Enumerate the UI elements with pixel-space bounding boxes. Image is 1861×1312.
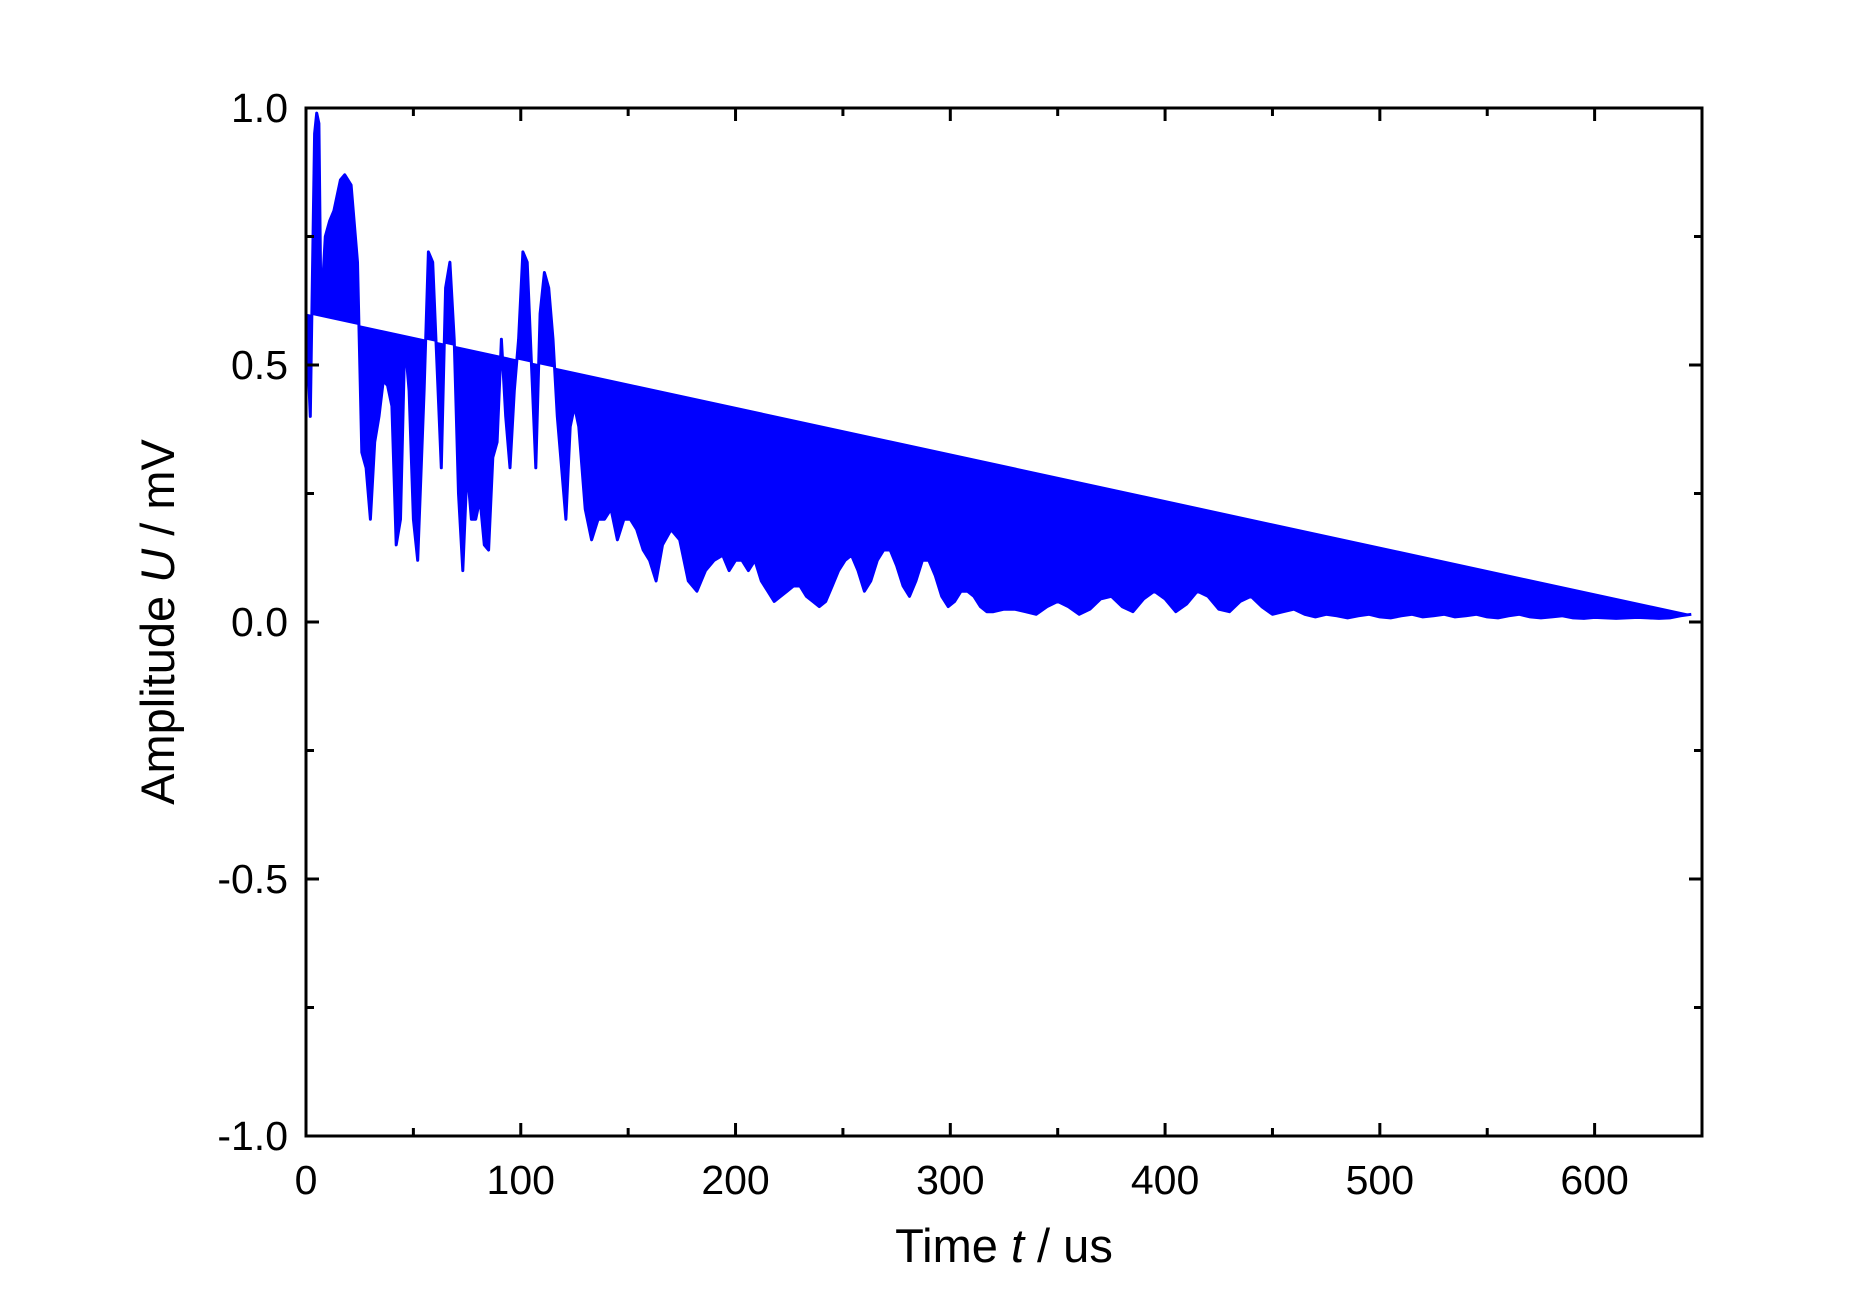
x-tick-label: 500 <box>1346 1157 1414 1203</box>
y-tick-label: -1.0 <box>217 1113 288 1159</box>
x-tick-label: 0 <box>295 1157 318 1203</box>
x-axis-title: Time t / us <box>895 1219 1113 1272</box>
x-tick-label: 400 <box>1131 1157 1199 1203</box>
signal-envelope-0 <box>304 111 1692 620</box>
y-axis-title: Amplitude U / mV <box>131 439 184 805</box>
x-tick-labels: 0 100 200 300 400 500 600 <box>295 1157 1629 1203</box>
y-tick-label: -0.5 <box>217 856 288 902</box>
y-tick-label: 1.0 <box>231 85 288 131</box>
signal-series <box>304 111 1692 620</box>
y-tick-labels: -1.0 -0.5 0.0 0.5 1.0 <box>217 85 288 1159</box>
x-tick-label: 600 <box>1560 1157 1628 1203</box>
y-tick-label: 0.5 <box>231 342 288 388</box>
x-tick-label: 200 <box>701 1157 769 1203</box>
x-tick-label: 300 <box>916 1157 984 1203</box>
x-tick-label: 100 <box>487 1157 555 1203</box>
y-tick-label: 0.0 <box>231 599 288 645</box>
plot-frame <box>304 106 1704 1138</box>
